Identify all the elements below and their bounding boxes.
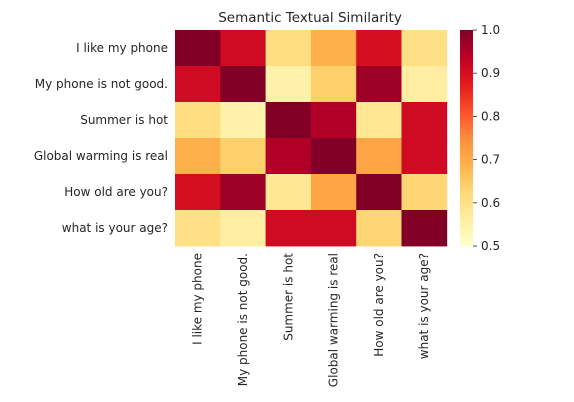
row-tick-label: Summer is hot — [80, 113, 168, 127]
heatmap-cell — [265, 138, 312, 175]
heatmap-cell — [356, 66, 402, 103]
column-tick-label: Global warming is real — [327, 253, 341, 387]
column-tick-label: My phone is not good. — [236, 253, 250, 386]
heatmap-cell — [310, 66, 357, 103]
heatmap-cell — [220, 102, 266, 139]
heatmap-cell — [175, 174, 221, 211]
row-tick-label: Global warming is real — [34, 149, 168, 163]
heatmap-cell — [265, 210, 312, 247]
heatmap-cell — [175, 138, 221, 175]
row-tick-label: I like my phone — [76, 41, 168, 55]
row-tick-label: what is your age? — [62, 221, 168, 235]
column-labels: I like my phone My phone is not good. Summ… — [191, 253, 432, 387]
heatmap-cell — [265, 102, 312, 139]
heatmap-cell — [356, 210, 402, 247]
heatmap-cell — [220, 138, 266, 175]
heatmap-cell — [310, 138, 357, 175]
heatmap-cell — [175, 30, 221, 67]
heatmap-cell — [220, 210, 266, 247]
heatmap-cell — [175, 66, 221, 103]
column-tick-label: I like my phone — [191, 253, 205, 345]
heatmap-cell — [310, 102, 357, 139]
colorbar-tick-label: 0.6 — [481, 196, 500, 210]
colorbar-tick-label: 0.5 — [481, 239, 500, 253]
heatmap-cell — [401, 174, 448, 211]
column-tick-label: what is your age? — [417, 253, 431, 359]
heatmap-cell — [401, 66, 448, 103]
heatmap-cell — [401, 210, 448, 247]
heatmap-cell — [175, 102, 221, 139]
heatmap-cell — [175, 210, 221, 247]
heatmap-cell — [265, 174, 312, 211]
heatmap-cell — [356, 174, 402, 211]
row-tick-label: My phone is not good. — [35, 77, 168, 91]
heatmap-cell — [220, 30, 266, 67]
row-tick-label: How old are you? — [64, 185, 168, 199]
heatmap-cell — [310, 30, 357, 67]
colorbar-tick-label: 0.8 — [481, 109, 500, 123]
heatmap-cell — [265, 66, 312, 103]
heatmap-cell — [401, 138, 448, 175]
heatmap-cell — [356, 138, 402, 175]
colorbar — [460, 30, 473, 246]
column-tick-label: How old are you? — [372, 253, 386, 357]
heatmap-cell — [401, 102, 448, 139]
colorbar-tick-label: 1.0 — [481, 23, 500, 37]
colorbar-tick-label: 0.9 — [481, 66, 500, 80]
heatmap-cell — [220, 66, 266, 103]
heatmap-cell — [310, 174, 357, 211]
heatmap-cell — [220, 174, 266, 211]
colorbar-tick-label: 0.7 — [481, 153, 500, 167]
heatmap-cell — [356, 30, 402, 67]
row-labels: I like my phone My phone is not good. Summ… — [34, 41, 168, 235]
heatmap-cells — [175, 30, 448, 247]
heatmap-cell — [401, 30, 448, 67]
heatmap-cell — [265, 30, 312, 67]
colorbar-ticks: 0.5 0.6 0.7 0.8 0.9 1.0 — [473, 23, 500, 253]
chart-title: Semantic Textual Similarity — [218, 10, 402, 26]
column-tick-label: Summer is hot — [281, 253, 295, 341]
heatmap-cell — [310, 210, 357, 247]
heatmap-cell — [356, 102, 402, 139]
